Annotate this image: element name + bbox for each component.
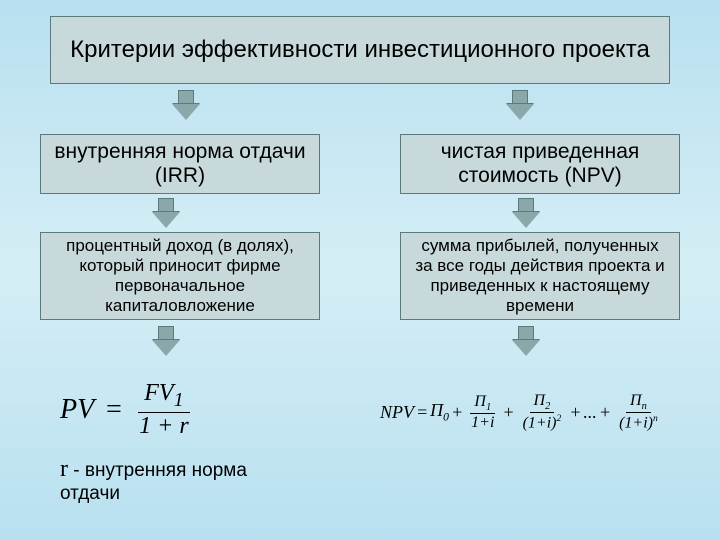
pv-caption: r - внутренняя норма отдачи xyxy=(60,456,300,505)
pv-fraction: FV1 1 + r xyxy=(133,380,195,440)
pv-num: FV xyxy=(144,380,173,406)
pv-lhs: PV xyxy=(60,394,94,426)
pv-caption-var: r xyxy=(60,456,68,482)
equals-sign: = xyxy=(104,394,123,426)
npv-pi0: П xyxy=(430,400,443,420)
irr-definition: процентный доход (в долях), который прин… xyxy=(51,236,309,316)
title-box: Критерии эффективности инвестиционного п… xyxy=(50,16,670,84)
pv-den-1: 1 xyxy=(139,413,151,439)
npv-formula: NPV = П0 + П1 1+i + П2 (1+i)2 + ... + Пn… xyxy=(380,392,700,433)
irr-definition-box: процентный доход (в долях), который прин… xyxy=(40,232,320,320)
irr-heading: внутренняя норма отдачи (IRR) xyxy=(51,140,309,188)
npv-term-n: Пn (1+i)n xyxy=(615,392,662,433)
npv-term-2: П2 (1+i)2 xyxy=(519,392,566,433)
pv-num-sub: 1 xyxy=(174,389,184,411)
npv-heading: чистая приведенная стоимость (NPV) xyxy=(411,140,669,188)
irr-heading-box: внутренняя норма отдачи (IRR) xyxy=(40,134,320,194)
pv-den-r: r xyxy=(179,413,188,439)
pv-caption-text: - внутренняя норма отдачи xyxy=(60,460,247,504)
npv-term-1: П1 1+i xyxy=(467,393,498,432)
pv-formula: PV = FV1 1 + r r - внутренняя норма отда… xyxy=(60,380,300,505)
npv-definition-box: сумма прибылей, полученных за все годы д… xyxy=(400,232,680,320)
npv-ellipsis: ... xyxy=(583,402,597,423)
npv-heading-box: чистая приведенная стоимость (NPV) xyxy=(400,134,680,194)
title-text: Критерии эффективности инвестиционного п… xyxy=(70,36,650,64)
npv-lhs: NPV xyxy=(380,402,414,423)
npv-definition: сумма прибылей, полученных за все годы д… xyxy=(411,236,669,316)
npv-pi0-sub: 0 xyxy=(443,411,449,424)
